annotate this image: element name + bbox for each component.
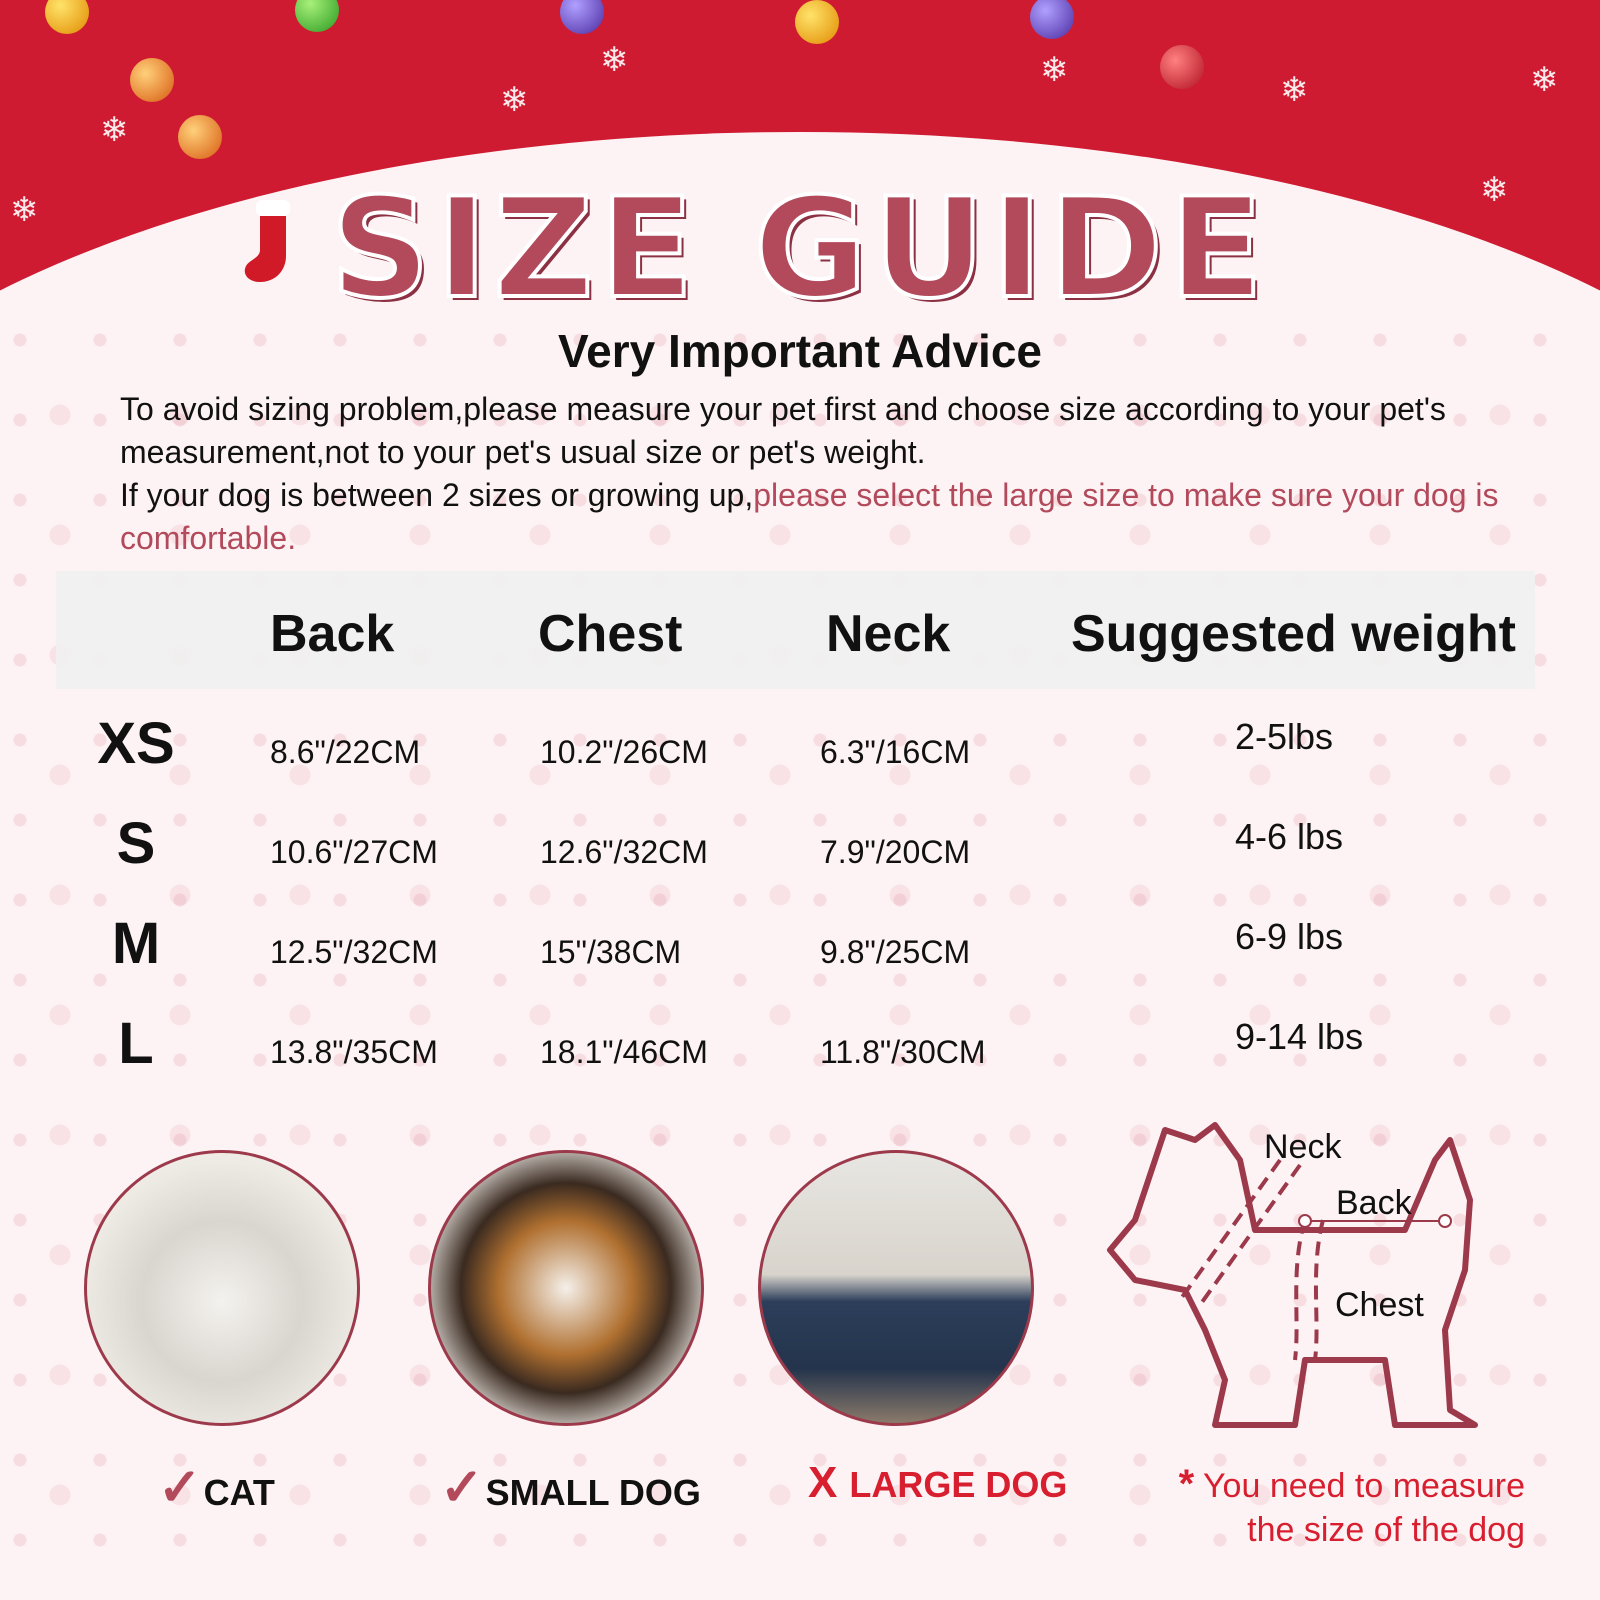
header-back: Back <box>270 605 395 663</box>
snowflake-icon: ❄ <box>10 191 39 229</box>
cell-weight: 2-5lbs <box>1235 716 1334 757</box>
bauble-icon <box>130 58 174 102</box>
cell-neck: 11.8"/30CM <box>820 1034 986 1070</box>
cell-neck: 7.9"/20CM <box>820 834 971 870</box>
bauble-icon <box>178 115 222 159</box>
snowflake-icon: ❄ <box>100 111 129 149</box>
size-label: M <box>111 911 161 976</box>
snowflake-icon: ❄ <box>1280 71 1309 109</box>
check-icon: ✓ <box>158 1459 202 1517</box>
cat-photo <box>84 1150 360 1426</box>
advice-text: If your dog is between 2 sizes or growin… <box>120 477 754 513</box>
diagram-back-label: Back <box>1336 1184 1412 1222</box>
snowflake-icon: ❄ <box>500 81 529 119</box>
diagram-neck-label: Neck <box>1264 1128 1342 1166</box>
page-title: SIZE GUIDE <box>329 166 1270 331</box>
measure-note: * You need to measure the size of the do… <box>1178 1462 1525 1549</box>
cell-neck: 9.8"/25CM <box>820 934 971 970</box>
cell-back: 12.5"/32CM <box>270 934 438 970</box>
cell-back: 10.6"/27CM <box>270 834 438 870</box>
snowflake-icon: ❄ <box>1480 171 1509 209</box>
dog-measure-diagram <box>1107 1122 1478 1428</box>
bauble-icon <box>560 0 604 34</box>
cell-weight: 4-6 lbs <box>1235 816 1344 857</box>
advice-heading: Very Important Advice <box>557 325 1042 377</box>
bauble-icon <box>795 0 839 44</box>
advice-text: To avoid sizing problem,please measure y… <box>120 391 1446 470</box>
snowflake-icon: ❄ <box>600 41 629 79</box>
size-label: S <box>116 811 156 876</box>
x-icon: X <box>808 1458 838 1507</box>
bauble-icon <box>1030 0 1074 39</box>
snowflake-icon: ❄ <box>1530 61 1559 99</box>
check-icon: ✓ <box>440 1459 484 1517</box>
cell-chest: 18.1"/46CM <box>540 1034 708 1070</box>
bauble-icon <box>45 0 89 34</box>
header-neck: Neck <box>826 605 951 663</box>
header-chest: Chest <box>538 605 683 663</box>
advice-highlight: please select the large size to make sur… <box>120 477 1499 556</box>
size-label: L <box>118 1011 154 1076</box>
cell-weight: 9-14 lbs <box>1235 1016 1364 1057</box>
snowflake-icon: ❄ <box>1040 51 1069 89</box>
header-weight: Suggested weight <box>1071 605 1516 663</box>
advice-paragraph: To avoid sizing problem,please measure y… <box>120 388 1520 560</box>
cell-neck: 6.3"/16CM <box>820 734 971 770</box>
cell-weight: 6-9 lbs <box>1235 916 1344 957</box>
small-dog-label: ✓SMALL DOG <box>440 1459 701 1517</box>
christmas-header: ❄ ❄ ❄ ❄ ❄ ❄ ❄ ❄ <box>0 0 1600 330</box>
asterisk-icon: * <box>1178 1462 1195 1506</box>
diagram-chest-label: Chest <box>1335 1286 1424 1324</box>
bauble-icon <box>1160 45 1204 89</box>
cell-back: 8.6"/22CM <box>270 734 421 770</box>
large-dog-label: X LARGE DOG <box>808 1458 1068 1507</box>
cell-back: 13.8"/35CM <box>270 1034 438 1070</box>
table-header-band <box>56 571 1535 689</box>
stocking-icon <box>244 200 290 282</box>
size-label: XS <box>97 711 175 776</box>
large-dog-photo <box>758 1150 1034 1426</box>
bauble-icon <box>295 0 339 32</box>
cat-label: ✓CAT <box>158 1459 275 1517</box>
cell-chest: 10.2"/26CM <box>540 734 708 770</box>
small-dog-photo <box>428 1150 704 1426</box>
cell-chest: 12.6"/32CM <box>540 834 708 870</box>
cell-chest: 15"/38CM <box>540 934 682 970</box>
